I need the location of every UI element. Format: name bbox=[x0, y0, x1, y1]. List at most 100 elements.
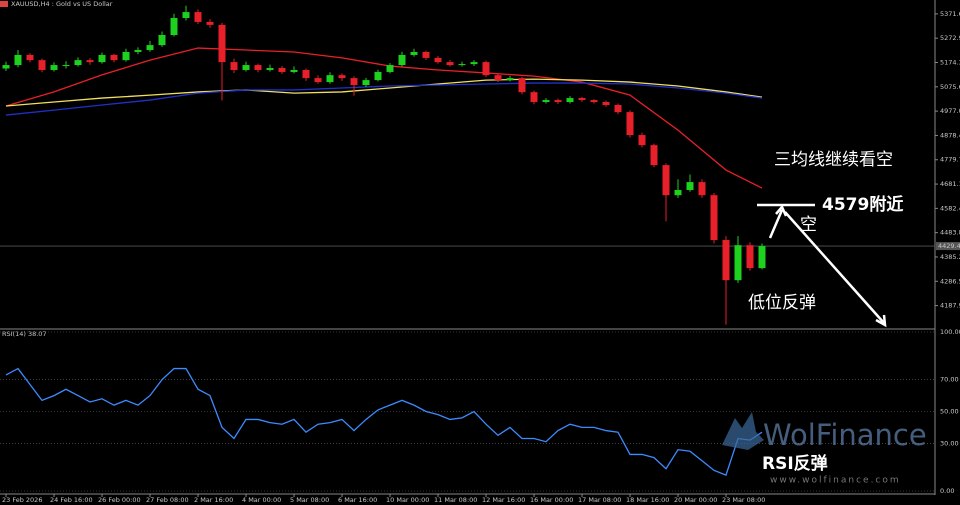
y-tick-label: 4286.56 bbox=[940, 277, 960, 285]
candle-body bbox=[638, 135, 646, 146]
candle-body bbox=[242, 65, 250, 70]
y-tick-label: 4483.84 bbox=[940, 229, 960, 237]
annotation: 空 bbox=[800, 215, 817, 235]
arrow-down bbox=[784, 211, 885, 324]
candle-body bbox=[110, 54, 118, 61]
x-tick-label: 6 Mar 16:00 bbox=[338, 496, 377, 504]
candle-body bbox=[146, 45, 154, 51]
candle-body bbox=[590, 100, 598, 103]
candle-body bbox=[494, 75, 502, 81]
x-tick-label: 18 Mar 16:00 bbox=[626, 496, 669, 504]
candle-body bbox=[434, 57, 442, 63]
candle-body bbox=[398, 54, 406, 66]
candle-body bbox=[206, 21, 214, 25]
candle-body bbox=[698, 182, 706, 196]
candle-body bbox=[122, 51, 130, 61]
candle-body bbox=[686, 182, 694, 190]
candle-body bbox=[386, 65, 394, 72]
candle-body bbox=[746, 245, 754, 269]
x-tick-label: 10 Mar 00:00 bbox=[386, 496, 429, 504]
candle-body bbox=[134, 50, 142, 52]
candle-body bbox=[98, 54, 106, 63]
arrows bbox=[757, 203, 887, 328]
candle-body bbox=[38, 60, 46, 70]
x-tick-label: 23 Mar 08:00 bbox=[722, 496, 765, 504]
candle-body bbox=[338, 75, 346, 79]
candle-body bbox=[326, 75, 334, 83]
y-tick-label: 50.00 bbox=[940, 408, 959, 416]
arrow-head bbox=[875, 314, 887, 328]
candle-body bbox=[458, 64, 466, 66]
annotation: 低位反弹 bbox=[748, 293, 816, 313]
x-tick-label: 4 Mar 00:00 bbox=[242, 496, 281, 504]
y-tick-label: 5174.32 bbox=[940, 59, 960, 67]
candle-body bbox=[482, 62, 490, 76]
candle-body bbox=[2, 65, 10, 69]
y-tick-label: 4681.12 bbox=[940, 180, 960, 188]
y-tick-label: 70.00 bbox=[940, 376, 959, 384]
x-tick-label: 12 Mar 16:00 bbox=[482, 496, 525, 504]
candle-body bbox=[170, 17, 178, 35]
candle-body bbox=[362, 80, 370, 86]
candle-body bbox=[758, 246, 766, 269]
moving-average bbox=[5, 82, 763, 116]
candle-body bbox=[710, 195, 718, 241]
candle-body bbox=[566, 98, 574, 103]
candle-body bbox=[26, 54, 34, 61]
y-tick-label: 4385.20 bbox=[940, 253, 960, 261]
symbol-icon bbox=[0, 1, 8, 7]
candle-body bbox=[542, 100, 550, 103]
candle-body bbox=[50, 65, 58, 70]
candle-body bbox=[530, 92, 538, 103]
x-tick-label: 26 Feb 00:00 bbox=[98, 496, 141, 504]
candle-body bbox=[302, 69, 310, 79]
candle-body bbox=[506, 78, 514, 81]
moving-average bbox=[5, 78, 763, 107]
x-tick-label: 16 Mar 00:00 bbox=[530, 496, 573, 504]
candle-body bbox=[86, 60, 94, 63]
candle-body bbox=[602, 102, 610, 105]
candle-body bbox=[626, 112, 634, 136]
candle-body bbox=[182, 12, 190, 18]
candle-body bbox=[614, 104, 622, 113]
watermark-brand: WolFinance bbox=[763, 418, 927, 452]
y-tick-label: 4582.48 bbox=[940, 204, 960, 212]
candle-body bbox=[74, 60, 82, 66]
y-tick-label: 5272.96 bbox=[940, 34, 960, 42]
y-tick-label: 5075.68 bbox=[940, 83, 960, 91]
annotation: 三均线继续看空 bbox=[774, 150, 893, 170]
candle-body bbox=[410, 51, 418, 55]
x-tick-label: 17 Mar 08:00 bbox=[578, 496, 621, 504]
candle-body bbox=[446, 62, 454, 66]
x-tick-label: 24 Feb 16:00 bbox=[50, 496, 93, 504]
y-tick-label: 30.00 bbox=[940, 439, 959, 447]
candle-body bbox=[62, 65, 70, 67]
candle-body bbox=[662, 165, 670, 196]
candle-body bbox=[650, 145, 658, 166]
y-tick-label: 0.00 bbox=[940, 487, 954, 495]
candle-body bbox=[518, 78, 526, 93]
candle-body bbox=[290, 69, 298, 72]
y-tick-label: 5371.60 bbox=[940, 10, 960, 18]
x-tick-label: 27 Feb 08:00 bbox=[146, 496, 189, 504]
candle-body bbox=[422, 51, 430, 58]
annotation: 4579附近 bbox=[822, 194, 903, 215]
x-tick-label: 11 Mar 08:00 bbox=[434, 496, 477, 504]
rsi-title: RSI(14) 38.07 bbox=[2, 330, 47, 338]
x-tick-label: 5 Mar 08:00 bbox=[290, 496, 329, 504]
y-tick-label: 4779.76 bbox=[940, 156, 960, 164]
candle-body bbox=[722, 240, 730, 281]
arrow-up bbox=[768, 209, 784, 239]
candle-body bbox=[578, 98, 586, 101]
candle-body bbox=[470, 62, 478, 65]
watermark-url: www.wolfinance.com bbox=[770, 476, 901, 486]
candle-body bbox=[278, 68, 286, 72]
watermark: WolFinance www.wolfinance.com bbox=[722, 412, 927, 486]
candle-body bbox=[218, 24, 226, 63]
candle-body bbox=[266, 68, 274, 70]
chart-title: XAUUSD,H4 : Gold vs US Dollar bbox=[11, 0, 113, 8]
candle-body bbox=[194, 12, 202, 22]
candle-body bbox=[734, 245, 742, 281]
candle-body bbox=[374, 71, 382, 81]
